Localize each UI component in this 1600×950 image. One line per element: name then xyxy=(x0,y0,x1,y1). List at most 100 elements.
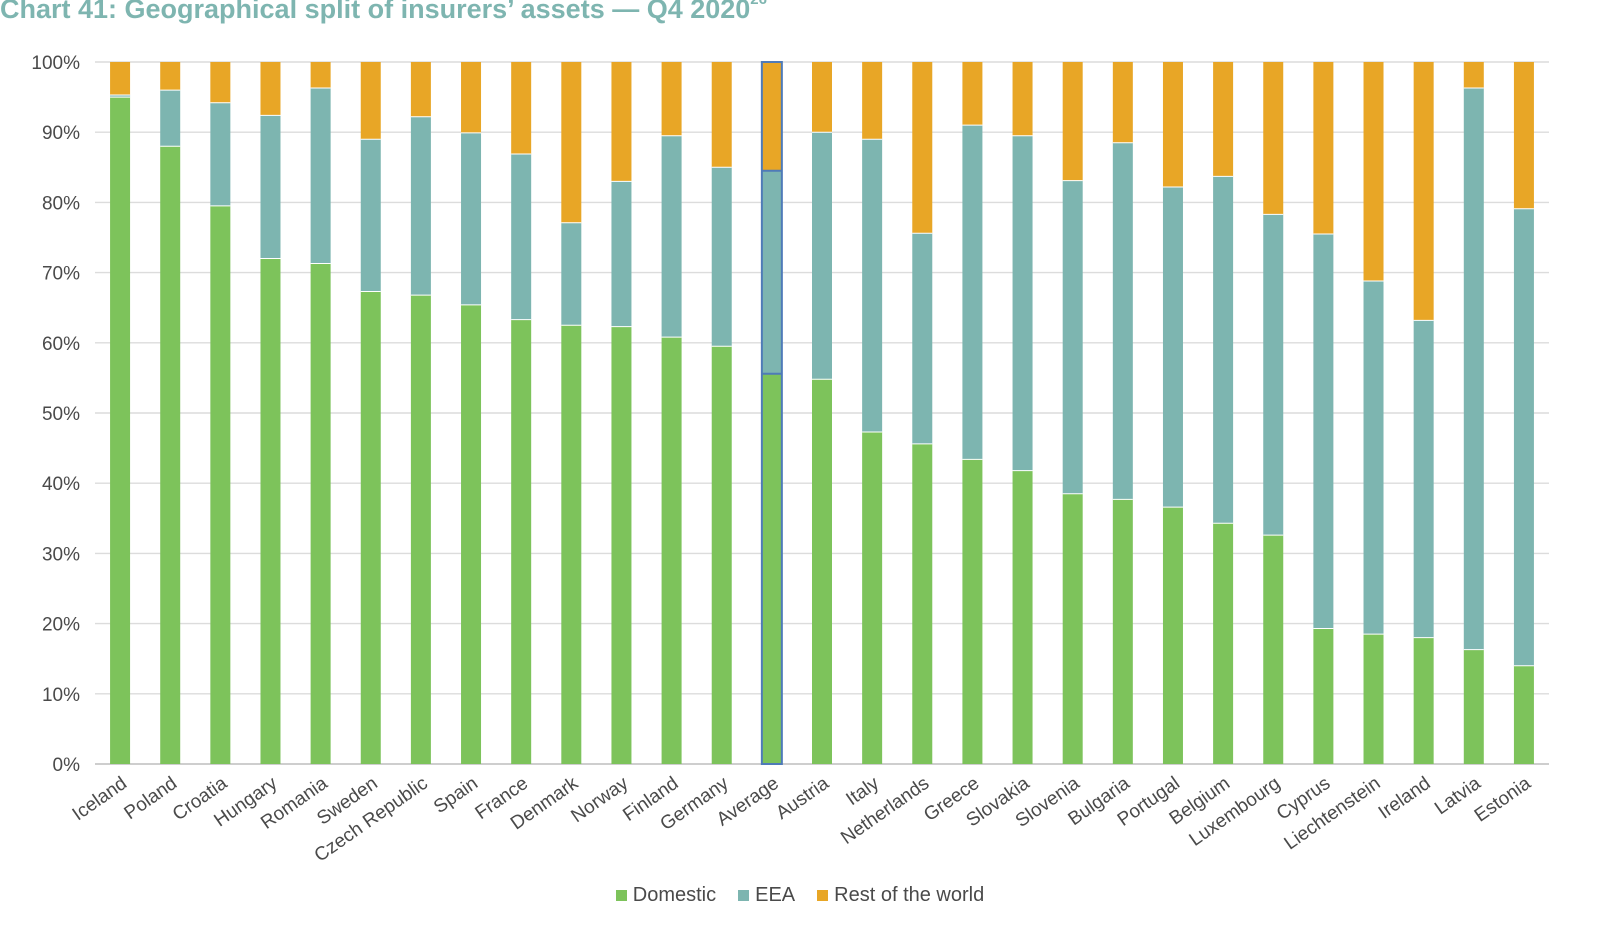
bar-segment-eea xyxy=(260,115,281,259)
y-tick-label: 30% xyxy=(42,544,80,565)
legend-label-rest-of-world: Rest of the world xyxy=(834,884,985,906)
bar-segment-domestic xyxy=(260,258,281,764)
bar-segment-domestic xyxy=(110,97,131,765)
chart-title-text: Chart 41: Geographical split of insurers… xyxy=(0,0,751,24)
bar-segment-eea xyxy=(1012,135,1033,471)
bar-series xyxy=(110,61,1534,765)
y-tick-label: 60% xyxy=(42,334,80,355)
bar-group-cyprus xyxy=(1313,62,1334,764)
bar-segment-eea xyxy=(561,222,582,326)
bar-group-austria xyxy=(812,62,832,764)
bar-group-poland xyxy=(160,62,181,765)
bar-group-estonia xyxy=(1513,62,1534,764)
bar-segment-domestic xyxy=(561,325,582,764)
legend-item-eea: EEA xyxy=(738,884,795,907)
bar-segment-rest-of-the-world xyxy=(310,62,331,88)
bar-segment-rest-of-the-world xyxy=(1213,62,1234,177)
bar-segment-eea xyxy=(711,167,732,347)
bar-group-finland xyxy=(661,62,682,764)
average-bar-outline xyxy=(760,61,783,765)
bar-segment-domestic xyxy=(1062,493,1083,764)
bar-segment-eea xyxy=(410,116,431,296)
x-category-label: Estonia xyxy=(1471,773,1535,827)
bar-segment-rest-of-the-world xyxy=(410,62,431,117)
bar-segment-domestic xyxy=(661,337,682,764)
bar-group-romania xyxy=(310,62,331,764)
bar-group-latvia xyxy=(1463,62,1484,764)
bar-segment-rest-of-the-world xyxy=(110,62,131,95)
bar-segment-rest-of-the-world xyxy=(1112,62,1133,143)
bar-segment-rest-of-the-world xyxy=(210,62,231,103)
x-category-label: Ireland xyxy=(1375,773,1435,824)
bar-group-liechtenstein xyxy=(1363,62,1384,764)
bar-segment-rest-of-the-world xyxy=(761,62,782,171)
legend-label-domestic: Domestic xyxy=(632,884,717,906)
bar-segment-domestic xyxy=(160,146,181,765)
bar-segment-domestic xyxy=(410,295,431,764)
bar-segment-domestic xyxy=(1313,628,1334,764)
bar-segment-domestic xyxy=(1513,665,1534,764)
bar-segment-eea xyxy=(461,132,482,305)
y-axis-tick-labels: 0% 10% 20% 30% 40% 50% 60% 70% 80% 90% 100% xyxy=(31,53,80,776)
bar-segment-domestic xyxy=(1463,649,1484,764)
bar-segment-eea xyxy=(160,90,181,147)
bar-segment-domestic xyxy=(912,443,933,764)
bar-segment-domestic xyxy=(1263,535,1284,764)
bar-segment-domestic xyxy=(611,326,632,764)
bar-segment-domestic xyxy=(812,379,832,764)
y-tick-label: 20% xyxy=(42,615,80,636)
legend-item-domestic: Domestic xyxy=(615,884,717,907)
bar-segment-eea xyxy=(962,125,983,460)
bar-segment-eea xyxy=(1413,320,1434,638)
x-category-label: Austria xyxy=(772,773,833,824)
chart-title-footnote: 26 xyxy=(750,0,767,8)
x-category-label: Poland xyxy=(121,773,182,824)
bar-segment-domestic xyxy=(1162,507,1183,764)
bar-segment-rest-of-the-world xyxy=(260,62,281,116)
bar-segment-rest-of-the-world xyxy=(360,62,381,140)
bar-segment-domestic xyxy=(711,346,732,764)
x-axis-category-labels: IcelandPolandCroatiaHungaryRomaniaSweden… xyxy=(69,773,1535,867)
bar-segment-eea xyxy=(661,135,682,338)
chart-title: Chart 41: Geographical split of insurers… xyxy=(0,0,767,25)
bar-group-netherlands xyxy=(912,62,933,764)
bar-segment-domestic xyxy=(511,319,532,764)
stacked-bar-chart: 0% 10% 20% 30% 40% 50% 60% 70% 80% 90% 100% Icelan… xyxy=(31,53,1549,867)
bar-group-portugal xyxy=(1162,62,1183,764)
bar-group-luxembourg xyxy=(1263,62,1284,764)
bar-group-croatia xyxy=(210,62,231,764)
bar-segment-rest-of-the-world xyxy=(611,62,632,182)
chart-legend: Domestic EEA Rest of the world xyxy=(0,884,1600,907)
legend-label-eea: EEA xyxy=(755,884,796,906)
bar-segment-rest-of-the-world xyxy=(1263,62,1284,215)
bar-segment-eea xyxy=(1363,281,1384,635)
y-tick-label: 0% xyxy=(53,755,81,776)
bar-segment-domestic xyxy=(962,459,983,764)
bar-segment-domestic xyxy=(1363,634,1384,764)
bar-group-average xyxy=(760,61,783,765)
bar-segment-rest-of-the-world xyxy=(1062,62,1083,181)
bar-segment-eea xyxy=(1313,233,1334,629)
bar-segment-eea xyxy=(611,181,632,327)
bar-group-iceland xyxy=(110,62,131,765)
bar-group-italy xyxy=(862,62,883,764)
bar-segment-domestic xyxy=(210,205,231,764)
bar-segment-eea xyxy=(1162,186,1183,508)
y-tick-label: 80% xyxy=(42,193,80,214)
bar-segment-eea xyxy=(1463,87,1484,650)
bar-segment-rest-of-the-world xyxy=(1413,62,1434,321)
bar-segment-rest-of-the-world xyxy=(962,62,983,126)
y-tick-label: 40% xyxy=(42,474,80,495)
bar-segment-eea xyxy=(1062,180,1083,494)
bar-segment-domestic xyxy=(1112,499,1133,764)
x-category-label: Netherlands xyxy=(837,773,933,849)
bar-segment-eea xyxy=(1112,142,1133,500)
legend-swatch-rest-of-world xyxy=(817,890,829,901)
bar-group-sweden xyxy=(360,62,381,764)
bar-segment-domestic xyxy=(761,373,782,764)
bar-segment-rest-of-the-world xyxy=(912,62,933,234)
bar-segment-eea xyxy=(912,233,933,444)
bar-segment-rest-of-the-world xyxy=(661,62,682,136)
x-category-label: Norway xyxy=(568,773,633,827)
legend-swatch-eea xyxy=(738,890,750,901)
